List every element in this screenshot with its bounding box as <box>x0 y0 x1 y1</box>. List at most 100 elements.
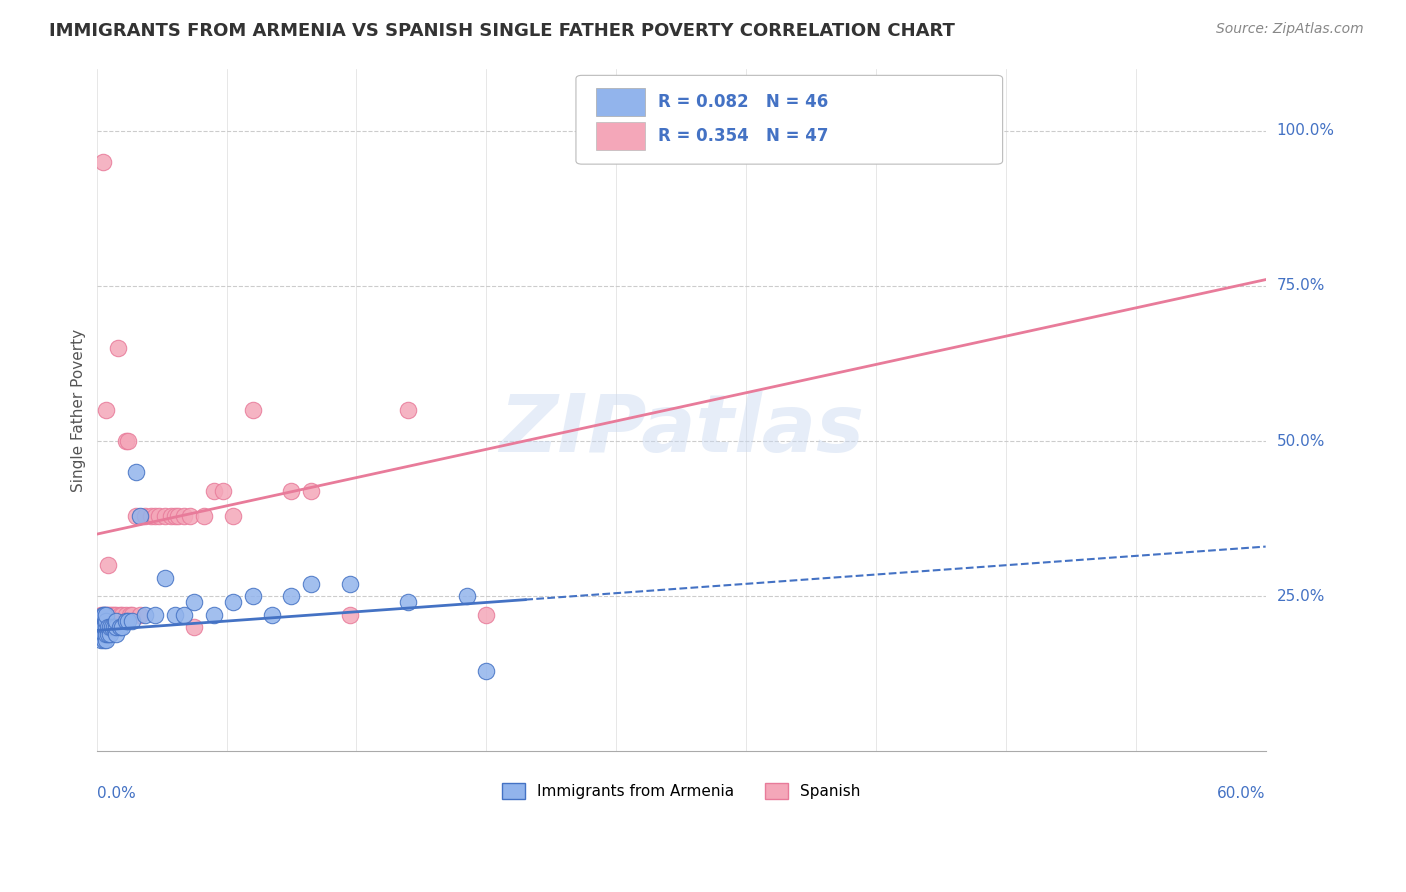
Text: ZIPatlas: ZIPatlas <box>499 392 863 469</box>
Text: R = 0.354   N = 47: R = 0.354 N = 47 <box>658 128 828 145</box>
Point <box>111 620 134 634</box>
Text: Source: ZipAtlas.com: Source: ZipAtlas.com <box>1216 22 1364 37</box>
Point <box>222 595 245 609</box>
Point <box>93 620 115 634</box>
Point <box>108 607 131 622</box>
Point <box>101 607 124 622</box>
Text: 75.0%: 75.0% <box>1277 278 1324 293</box>
Point <box>105 626 128 640</box>
Text: 100.0%: 100.0% <box>1277 123 1334 138</box>
Text: 60.0%: 60.0% <box>1218 786 1265 801</box>
Point <box>121 614 143 628</box>
Text: IMMIGRANTS FROM ARMENIA VS SPANISH SINGLE FATHER POVERTY CORRELATION CHART: IMMIGRANTS FROM ARMENIA VS SPANISH SINGL… <box>49 22 955 40</box>
Point <box>339 607 361 622</box>
FancyBboxPatch shape <box>596 122 645 151</box>
Point <box>93 632 115 647</box>
Point <box>143 508 166 523</box>
Point <box>98 607 121 622</box>
Y-axis label: Single Father Poverty: Single Father Poverty <box>72 328 86 491</box>
Point <box>93 607 115 622</box>
Point <box>96 626 118 640</box>
Point <box>339 577 361 591</box>
Point <box>91 620 114 634</box>
Point <box>141 508 163 523</box>
Point <box>96 614 118 628</box>
Point <box>98 620 121 634</box>
Point <box>103 620 125 634</box>
Point <box>183 620 205 634</box>
Point <box>93 626 115 640</box>
Point <box>91 154 114 169</box>
Point <box>124 465 146 479</box>
Point <box>475 664 498 678</box>
Point <box>97 558 120 573</box>
Point <box>91 607 114 622</box>
Point <box>111 607 134 622</box>
Legend: Immigrants from Armenia, Spanish: Immigrants from Armenia, Spanish <box>496 777 866 805</box>
Point <box>242 403 264 417</box>
Point <box>299 483 322 498</box>
Point <box>90 632 112 647</box>
Point <box>396 403 419 417</box>
Point <box>212 483 235 498</box>
Point <box>134 508 156 523</box>
Point <box>179 508 201 523</box>
Point <box>128 607 150 622</box>
Point <box>456 589 478 603</box>
Point <box>167 508 190 523</box>
FancyBboxPatch shape <box>576 75 1002 164</box>
Point <box>105 607 128 622</box>
Point <box>96 607 118 622</box>
Point <box>115 607 138 622</box>
Point <box>242 589 264 603</box>
Point <box>101 620 124 634</box>
Point <box>475 607 498 622</box>
Point <box>105 614 128 628</box>
Point <box>173 508 195 523</box>
Point <box>260 607 283 622</box>
Text: 25.0%: 25.0% <box>1277 589 1324 604</box>
Point <box>173 607 195 622</box>
Point <box>105 620 128 634</box>
Point <box>97 626 120 640</box>
Point <box>115 614 138 628</box>
Point <box>117 614 139 628</box>
Point <box>96 403 118 417</box>
Point <box>396 595 419 609</box>
Point <box>163 508 186 523</box>
Point <box>280 589 302 603</box>
Point <box>202 483 225 498</box>
Point <box>103 607 125 622</box>
Point <box>90 620 112 634</box>
Point <box>91 614 114 628</box>
Point <box>202 607 225 622</box>
Point <box>93 607 115 622</box>
Point <box>153 571 176 585</box>
Point <box>96 614 118 628</box>
Point <box>134 607 156 622</box>
Point <box>90 607 112 622</box>
Text: R = 0.082   N = 46: R = 0.082 N = 46 <box>658 93 828 111</box>
Point <box>90 620 112 634</box>
Point <box>163 607 186 622</box>
Point <box>97 620 120 634</box>
Point <box>124 508 146 523</box>
Point <box>159 508 181 523</box>
Text: 50.0%: 50.0% <box>1277 434 1324 449</box>
Text: 0.0%: 0.0% <box>97 786 135 801</box>
Point <box>183 595 205 609</box>
Point <box>98 626 121 640</box>
Point <box>153 508 176 523</box>
Point <box>118 607 141 622</box>
FancyBboxPatch shape <box>596 87 645 116</box>
Point <box>115 434 138 448</box>
Point <box>96 607 118 622</box>
Point <box>93 620 115 634</box>
Point <box>107 341 129 355</box>
Point <box>101 620 124 634</box>
Point <box>121 607 143 622</box>
Point <box>143 607 166 622</box>
Point <box>148 508 170 523</box>
Point <box>96 632 118 647</box>
Point <box>117 434 139 448</box>
